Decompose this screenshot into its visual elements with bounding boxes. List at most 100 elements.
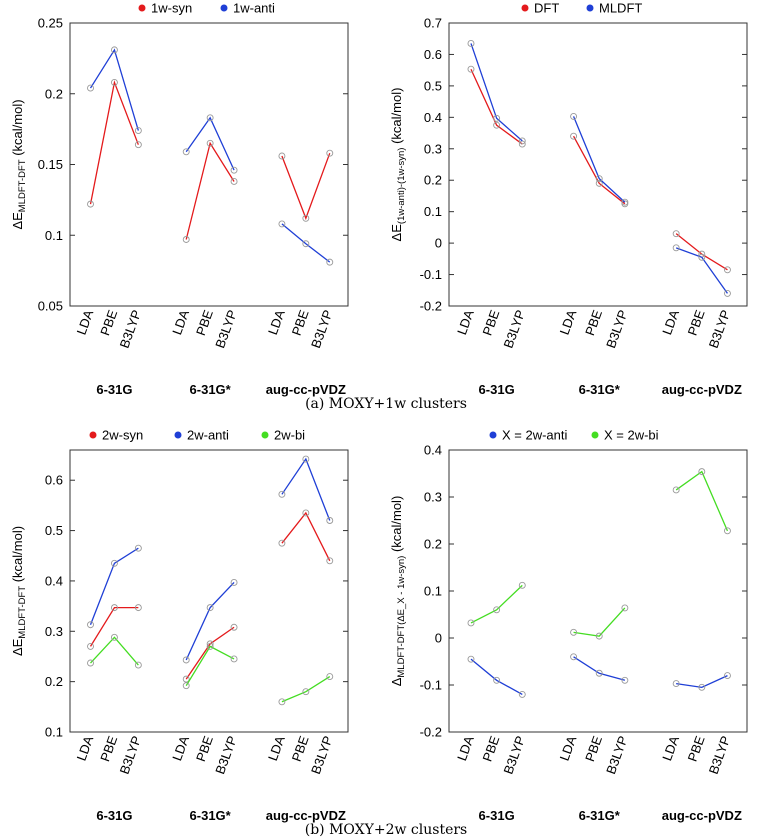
y-tick-label: 0.1 — [424, 584, 442, 599]
x-tick-label: PBE — [289, 734, 312, 764]
data-point — [134, 544, 142, 552]
data-point — [621, 198, 629, 206]
data-point — [87, 200, 94, 208]
data-point — [621, 604, 629, 612]
data-point — [672, 230, 680, 238]
data-point — [672, 244, 680, 252]
plot-frame — [69, 449, 349, 733]
x-tick-label: PBE — [193, 734, 216, 764]
data-point — [182, 682, 190, 690]
data-point — [326, 258, 334, 266]
group-label: aug-cc-pVDZ — [662, 382, 742, 397]
data-point — [518, 581, 526, 589]
data-point — [206, 604, 214, 612]
data-point — [326, 557, 334, 565]
x-tick-label: PBE — [479, 734, 502, 764]
series-line-2w-anti — [185, 581, 235, 661]
data-point — [110, 633, 118, 641]
data-point — [467, 619, 475, 627]
y-axis-label: ΔEMLDFT-DFT (kcal/mol) — [10, 526, 28, 656]
panel-a-right: -0.2 -0.1 0 0.1 0.2 0.3 0.4 0.5 0.6 0.7 ΔE(1w-anti… — [389, 1, 748, 397]
legend-label: X = 2w-anti — [502, 428, 568, 443]
series-line-1w-syn — [185, 141, 235, 240]
x-tick-label: LDA — [659, 308, 682, 337]
series-line-mldft — [470, 43, 523, 142]
legend-label: DFT — [534, 1, 559, 16]
y-tick-label: -0.2 — [420, 299, 442, 314]
data-point — [134, 661, 142, 669]
legend-label: 1w-syn — [151, 1, 192, 16]
x-tick-label: B3LYP — [706, 308, 734, 350]
x-tick-label: PBE — [479, 308, 502, 338]
data-point — [570, 132, 578, 140]
data-point — [595, 179, 603, 187]
data-point — [302, 455, 310, 463]
plot-frame — [448, 22, 748, 307]
x-tick-label: PBE — [97, 734, 120, 764]
y-tick-label: 0.2 — [45, 86, 63, 101]
panel-a-left: 0.05 0.1 0.15 0.2 0.25 ΔEMLDFT-DFT (kcal/mol)… — [10, 1, 349, 397]
series-line-x-2w-bi — [573, 607, 626, 637]
y-axis-label: ΔEMLDFT-DFT (kcal/mol) — [10, 99, 28, 229]
data-point — [87, 621, 94, 629]
legend-marker — [220, 4, 228, 12]
y-tick-label: -0.1 — [420, 267, 442, 282]
data-point — [230, 178, 238, 185]
x-tick-label: LDA — [557, 308, 580, 337]
series-line-2w-anti — [281, 457, 331, 521]
y-tick-label: -0.1 — [420, 678, 442, 693]
series-line-x-2w-anti — [470, 658, 523, 695]
series-line-2w-syn — [281, 511, 331, 562]
group-label: 6-31G* — [190, 808, 232, 823]
data-point — [206, 114, 214, 122]
legend-label: X = 2w-bi — [604, 428, 659, 443]
series-line-x-2w-bi — [675, 470, 729, 532]
panel-b-left: 0.1 0.2 0.3 0.4 0.5 0.6 ΔEMLDFT-DFT (kcal/mol)… — [10, 428, 349, 823]
plot-frame — [69, 22, 349, 307]
x-tick-label: PBE — [685, 308, 708, 338]
x-tick-label: B3LYP — [603, 308, 631, 350]
group-label: 6-31G* — [190, 382, 232, 397]
x-tick-label: B3LYP — [500, 308, 528, 350]
data-point — [182, 656, 190, 664]
y-tick-label: 0.2 — [45, 674, 63, 689]
series-line-dft — [675, 233, 728, 271]
y-tick-label: 0.5 — [45, 523, 63, 538]
data-point — [134, 141, 142, 149]
data-point — [302, 509, 310, 517]
legend-label: MLDFT — [599, 1, 642, 16]
x-tick-label: B3LYP — [500, 734, 528, 776]
panel-b-right: -0.2 -0.1 0 0.1 0.2 0.3 0.4 ΔMLDFT-DFT(ΔE_X - 1… — [389, 428, 748, 823]
series-line-1w-syn — [281, 152, 331, 221]
x-tick-label: PBE — [582, 308, 605, 338]
data-point — [698, 253, 706, 261]
data-point — [87, 642, 94, 650]
y-tick-label: 0.1 — [45, 228, 63, 243]
data-point — [493, 121, 501, 129]
caption-a: (a) MOXY+1w clusters — [305, 396, 467, 412]
series-line-2w-bi — [281, 676, 331, 703]
data-point — [110, 46, 118, 54]
legend-label: 2w-syn — [102, 428, 143, 443]
y-tick-label: 0.4 — [424, 110, 442, 125]
data-point — [302, 688, 310, 696]
data-point — [87, 659, 94, 667]
data-point — [467, 655, 475, 663]
x-tick-label: B3LYP — [212, 734, 240, 776]
data-point — [570, 112, 578, 120]
data-point — [206, 642, 214, 650]
y-tick-label: 0.25 — [38, 16, 63, 31]
x-tick-label: PBE — [193, 308, 216, 338]
data-point — [724, 266, 731, 274]
y-tick-label: 0.05 — [38, 299, 63, 314]
series-line-x-2w-anti — [573, 656, 626, 681]
y-tick-label: 0 — [435, 236, 442, 251]
legend-marker — [138, 4, 146, 12]
data-point — [182, 148, 190, 156]
data-point — [134, 604, 142, 612]
x-tick-label: B3LYP — [212, 308, 240, 350]
legend-marker — [489, 431, 497, 439]
data-point — [230, 578, 238, 586]
legend-marker — [521, 4, 529, 12]
data-point — [230, 166, 238, 174]
